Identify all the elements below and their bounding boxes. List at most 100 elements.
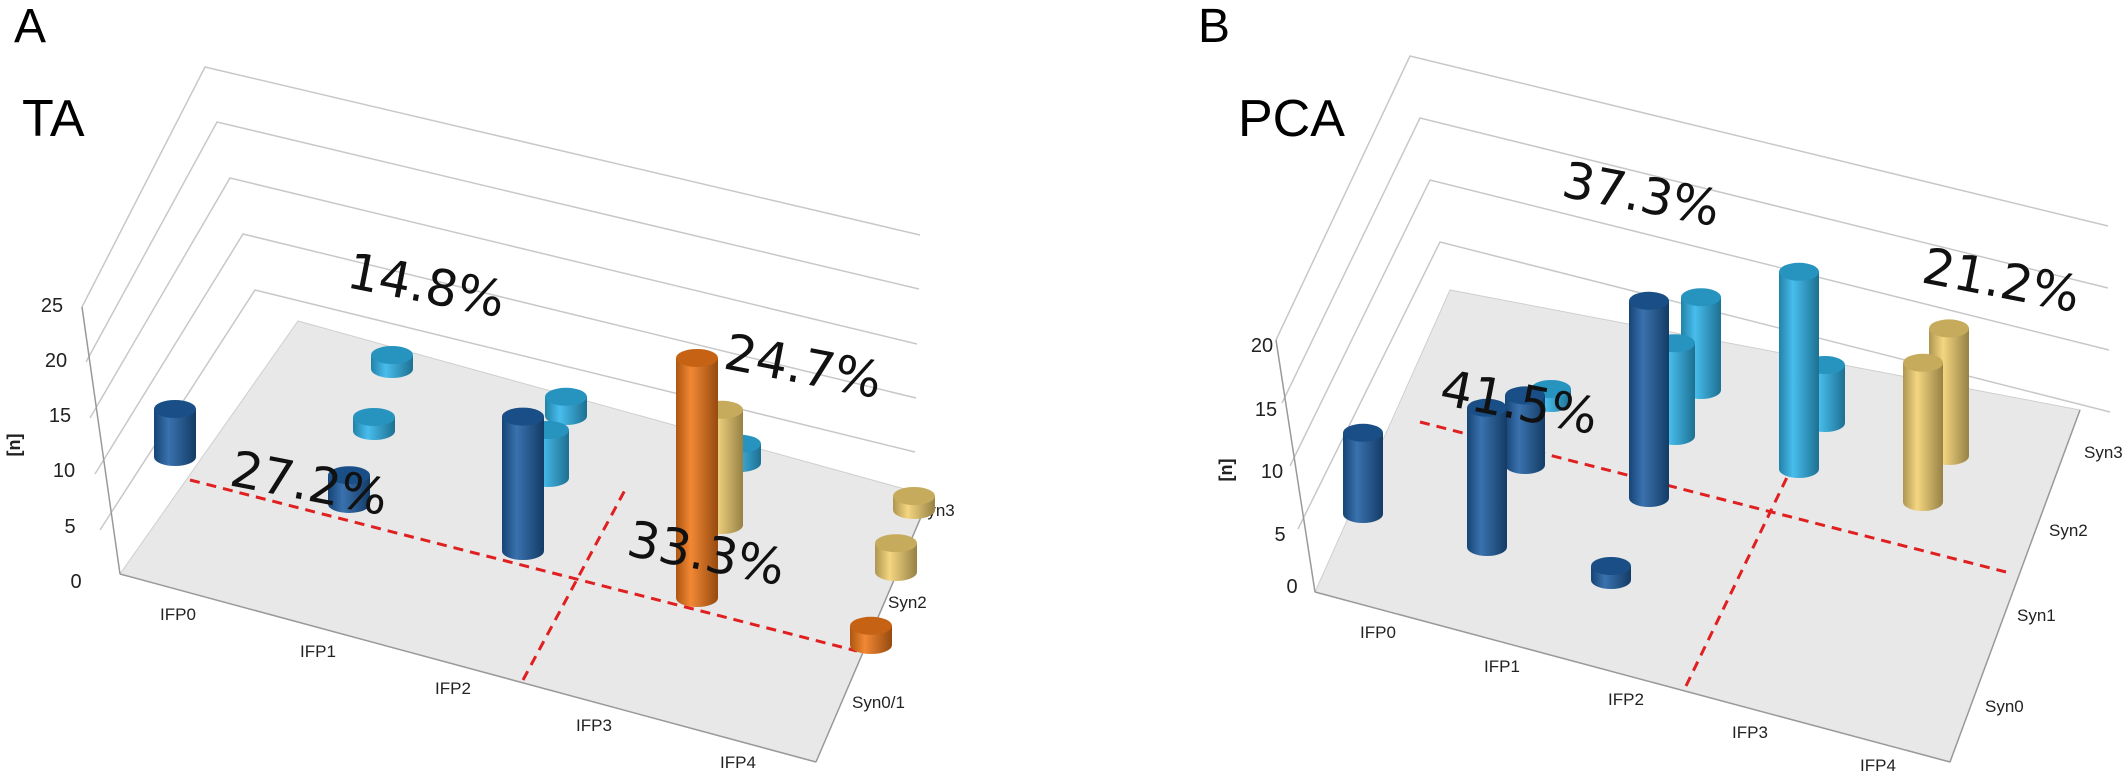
- x-category-label: IFP0: [1360, 623, 1396, 642]
- y-tick-label: 20: [45, 350, 67, 372]
- chart-b-x-axis: [1314, 591, 1951, 763]
- bar-top: [154, 400, 196, 418]
- panel-title-a: TA: [22, 90, 85, 148]
- bar-cylinder-ifp1-syn0: [1467, 398, 1507, 556]
- chart-a-walls: [81, 66, 921, 531]
- chart-a-x-labels: IFP0 IFP1 IFP2 IFP3 IFP4: [160, 605, 756, 772]
- y-tick-label: 15: [1255, 399, 1277, 421]
- bar-top: [893, 487, 935, 505]
- chart-a-divider-vertical: [521, 489, 627, 681]
- bar-body: [328, 475, 370, 513]
- bar-body: [1505, 395, 1545, 474]
- chart-b-z-axis: [1949, 409, 2081, 763]
- bar-top: [1343, 423, 1383, 442]
- bar-cylinder-ifp0-syn0: [1343, 423, 1383, 523]
- bar-top: [1929, 319, 1969, 338]
- bar-body: [1629, 300, 1669, 507]
- quadrant-percentage-label: 37.3%: [1558, 151, 1725, 238]
- bar-body: [1779, 271, 1819, 478]
- bar-top: [1591, 557, 1631, 575]
- chart-b-z-labels: Syn0 Syn1 Syn2 Syn3: [1985, 443, 2123, 716]
- bar-top: [1467, 398, 1507, 417]
- bar-body: [502, 416, 544, 560]
- x-category-label: IFP0: [160, 605, 196, 624]
- panel-a: A TA 25 20 15 10 5 0 [n] IFP0: [4, 0, 955, 772]
- chart-a-bars: [154, 346, 935, 654]
- y-tick-label: 0: [1286, 576, 1297, 598]
- chart-b-y-axis-title: [n]: [1216, 459, 1236, 482]
- y-tick-label: 15: [49, 405, 71, 427]
- z-category-label: Syn0/1: [852, 693, 905, 712]
- bar-body: [154, 409, 196, 466]
- bar-cylinder-ifp1-syn3: [371, 346, 413, 378]
- bar-top: [371, 346, 413, 364]
- bar-body: [875, 543, 917, 581]
- bar-cylinder-ifp4-syn2: [875, 534, 917, 581]
- chart-a-y-ticks: 25 20 15 10 5 0: [41, 295, 82, 593]
- bar-top: [850, 616, 892, 635]
- bar-top: [676, 349, 718, 367]
- z-category-label: Syn0: [1985, 697, 2024, 716]
- bar-cylinder-ifp1-syn1: [1505, 386, 1545, 474]
- panel-letter-a: A: [14, 0, 46, 53]
- bar-cylinder-ifp1-syn2: [353, 408, 395, 440]
- chart-a-y-axis: [81, 306, 121, 575]
- bar-top: [1903, 353, 1943, 372]
- z-category-label: Syn2: [2049, 521, 2088, 540]
- panel-b: B PCA 20 15 10 5 0 [n] IFP0 IFP1 IF: [1198, 0, 2123, 775]
- bar-cylinder-ifp2-syn1: [1629, 291, 1669, 507]
- x-category-label: IFP4: [720, 753, 756, 772]
- bar-top: [545, 387, 587, 406]
- x-category-label: IFP3: [576, 716, 612, 735]
- x-category-label: IFP1: [300, 642, 336, 661]
- bar-cylinder-ifp3-syn0-1: [676, 349, 718, 607]
- y-tick-label: 5: [1274, 524, 1285, 546]
- bar-top: [328, 466, 370, 485]
- x-category-label: IFP1: [1484, 657, 1520, 676]
- bar-top: [1681, 288, 1721, 307]
- bar-cylinder-ifp2-syn3: [545, 387, 587, 425]
- chart-b-bars: [1343, 262, 1969, 589]
- bar-body: [676, 358, 718, 607]
- panel-letter-b: B: [1198, 0, 1230, 53]
- bar-cylinder-ifp4-syn0-1: [850, 616, 892, 654]
- x-category-label: IFP2: [435, 679, 471, 698]
- chart-a-x-axis: [119, 573, 817, 763]
- y-tick-label: 0: [70, 571, 81, 593]
- chart-a-divider-horizontal: [189, 478, 858, 653]
- bar-cylinder-ifp2-syn0: [1591, 557, 1631, 589]
- x-category-label: IFP4: [1860, 756, 1896, 775]
- panel-title-b: PCA: [1238, 90, 1345, 148]
- x-category-label: IFP2: [1608, 690, 1644, 709]
- bar-cylinder-ifp0-syn0-1: [154, 400, 196, 466]
- chart-a-y-axis-title: [n]: [4, 434, 24, 457]
- bar-top: [1779, 262, 1819, 281]
- bar-top: [353, 408, 395, 426]
- bar-body: [1343, 432, 1383, 523]
- bar-cylinder-ifp4-syn3: [893, 487, 935, 519]
- bar-top: [1629, 291, 1669, 310]
- x-category-label: IFP3: [1732, 723, 1768, 742]
- y-tick-label: 25: [41, 295, 63, 317]
- bar-top: [502, 407, 544, 426]
- z-category-label: Syn2: [888, 593, 927, 612]
- bar-body: [1903, 362, 1943, 511]
- chart-b-x-labels: IFP0 IFP1 IFP2 IFP3 IFP4: [1360, 623, 1896, 775]
- y-tick-label: 20: [1251, 335, 1273, 357]
- bar-cylinder-ifp4-syn2: [1903, 353, 1943, 511]
- z-category-label: Syn3: [2084, 443, 2123, 462]
- chart-b-y-axis: [1275, 339, 1316, 593]
- bar-cylinder-ifp1-syn0-1: [328, 466, 370, 513]
- y-tick-label: 10: [1261, 461, 1283, 483]
- bar-cylinder-ifp3-syn2: [1779, 262, 1819, 478]
- bar-cylinder-ifp2-syn0-1: [502, 407, 544, 560]
- quadrant-percentage-label: 21.2%: [1918, 237, 2085, 324]
- z-category-label: Syn1: [2017, 606, 2056, 625]
- quadrant-percentage-label: 14.8%: [343, 242, 510, 329]
- chart-b-y-ticks: 20 15 10 5 0: [1251, 335, 1298, 598]
- quadrant-percentage-label: 24.7%: [720, 323, 887, 410]
- bar-body: [1467, 407, 1507, 556]
- bar-top: [875, 534, 917, 553]
- y-tick-label: 5: [64, 516, 75, 538]
